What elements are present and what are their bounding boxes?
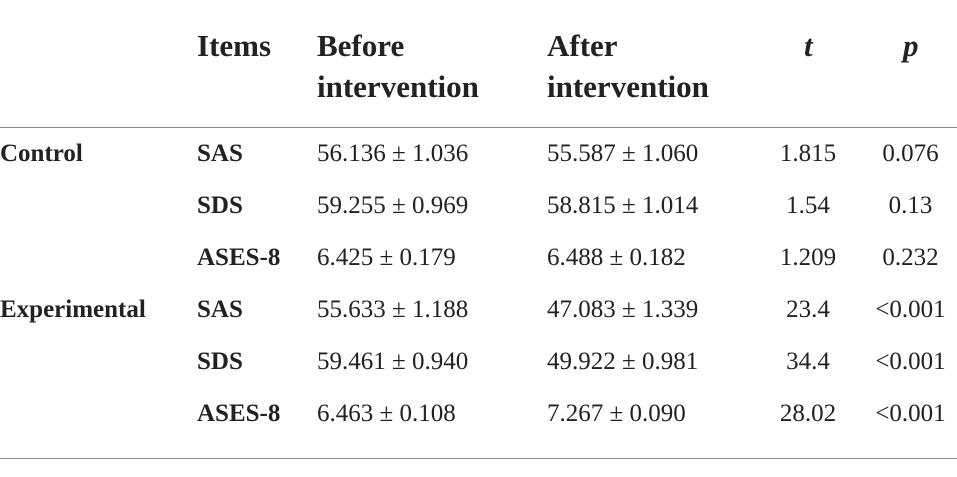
row-item: SDS	[197, 192, 243, 219]
row-after: 55.587 ± 1.060	[547, 140, 699, 167]
row-t: 34.4	[786, 348, 830, 375]
row-p: <0.001	[875, 400, 946, 427]
header-items: Items	[197, 28, 272, 63]
row-after: 47.083 ± 1.339	[547, 296, 699, 323]
group-label-control: Control	[0, 140, 83, 167]
group-label-experimental: Experimental	[0, 296, 146, 323]
header-before-line1: Before	[317, 28, 405, 63]
row-t: 1.54	[786, 192, 830, 219]
row-p: 0.13	[888, 192, 933, 219]
row-after: 7.267 ± 0.090	[547, 400, 686, 427]
row-p: <0.001	[875, 348, 946, 375]
row-before: 59.255 ± 0.969	[317, 192, 469, 219]
row-before: 6.463 ± 0.108	[317, 400, 456, 427]
row-before: 6.425 ± 0.179	[317, 244, 456, 271]
row-item: ASES-8	[197, 400, 281, 427]
footer-rule	[0, 458, 957, 459]
header-before-line2: intervention	[317, 69, 479, 104]
row-t: 28.02	[779, 400, 837, 427]
header-t: t	[804, 28, 813, 63]
row-item: SAS	[197, 296, 243, 323]
header-after-line1: After	[547, 28, 618, 63]
row-p: <0.001	[875, 296, 946, 323]
row-after: 6.488 ± 0.182	[547, 244, 686, 271]
header-after-line2: intervention	[547, 69, 709, 104]
header-p: p	[903, 28, 919, 63]
row-item: SAS	[197, 140, 243, 167]
header-rule	[0, 127, 957, 128]
row-p: 0.232	[882, 244, 939, 271]
row-before: 56.136 ± 1.036	[317, 140, 469, 167]
row-t: 1.209	[779, 244, 837, 271]
row-before: 55.633 ± 1.188	[317, 296, 469, 323]
row-p: 0.076	[882, 140, 939, 167]
row-after: 49.922 ± 0.981	[547, 348, 699, 375]
row-t: 1.815	[779, 140, 837, 167]
row-t: 23.4	[786, 296, 830, 323]
row-item: SDS	[197, 348, 243, 375]
row-before: 59.461 ± 0.940	[317, 348, 469, 375]
row-item: ASES-8	[197, 244, 281, 271]
row-after: 58.815 ± 1.014	[547, 192, 699, 219]
